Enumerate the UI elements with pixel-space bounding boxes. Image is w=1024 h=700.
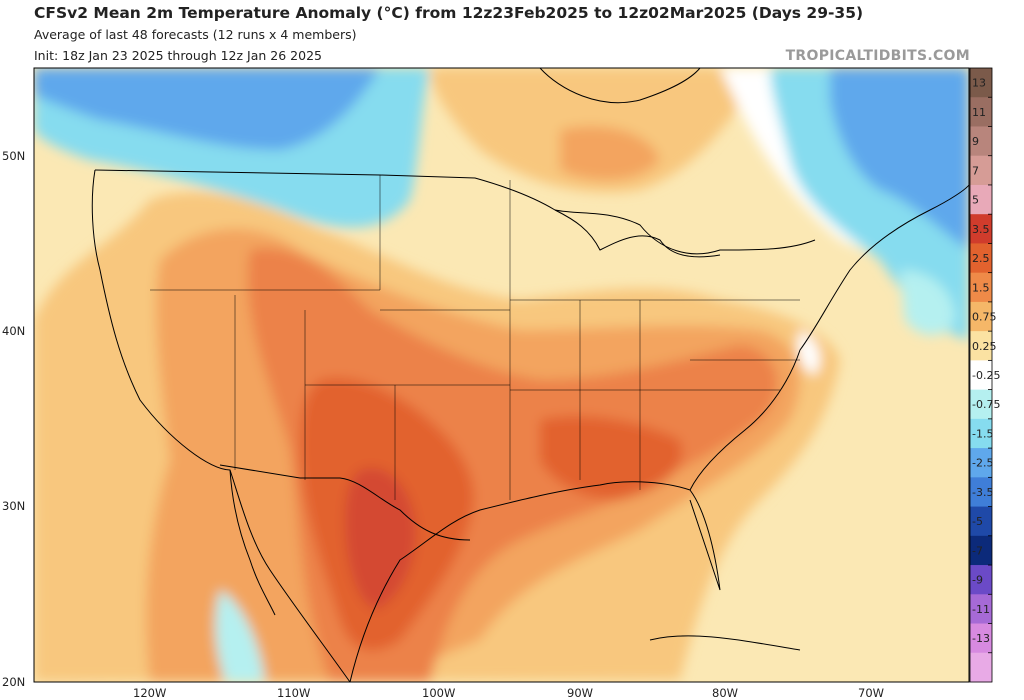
- lat-label-30n: 30N: [2, 499, 25, 513]
- colorbar-label: -3.5: [972, 486, 993, 499]
- map-subtitle-init: Init: 18z Jan 23 2025 through 12z Jan 26…: [34, 48, 322, 63]
- west-coast: [91, 169, 351, 682]
- colorbar-segment: [970, 184, 992, 215]
- field-red: [345, 468, 416, 610]
- colorbar-segment: [970, 389, 992, 420]
- colorbar: 13 11 9 7 5 3.5 2.5 1.5 0.75 0.25 -0.25 -0.75 -1.5 -2…: [969, 67, 1000, 683]
- colorbar-segment: [970, 418, 992, 449]
- colorbar-segment: [970, 506, 992, 537]
- colorbar-label: 13: [972, 77, 986, 90]
- colorbar-segment: [970, 594, 992, 625]
- colorbar-segment: [970, 477, 992, 508]
- lon-label-90w: 90W: [567, 686, 593, 700]
- colorbar-label: 9: [972, 135, 979, 148]
- state-borders: [150, 175, 800, 500]
- colorbar-segment: [970, 155, 992, 186]
- field-red-orange-south: [540, 416, 682, 500]
- colorbar-label: 1.5: [972, 281, 990, 294]
- colorbar-segment: [970, 97, 992, 127]
- map-frame: [33, 67, 970, 683]
- longitude-labels: 120W 110W 100W 90W 80W 70W: [133, 686, 884, 700]
- field-white-midatlantic: [798, 330, 820, 375]
- east-coast: [689, 184, 969, 491]
- field-cold-nw: [34, 68, 380, 150]
- colorbar-label: 0.25: [972, 340, 997, 353]
- anomaly-field: [34, 68, 969, 682]
- colorbar-label: -1.5: [972, 427, 993, 440]
- colorbar-segment: [970, 272, 992, 303]
- colorbar-label: 5: [972, 194, 979, 207]
- colorbar-segment: [970, 126, 992, 157]
- lon-label-80w: 80W: [712, 686, 738, 700]
- lat-label-40n: 40N: [2, 324, 25, 338]
- cuba: [649, 635, 801, 651]
- colorbar-segment: [970, 243, 992, 274]
- colorbar-label: -7: [972, 544, 983, 557]
- lat-label-50n: 50N: [2, 149, 25, 163]
- hudson-area: [539, 68, 701, 104]
- colorbar-label: -9: [972, 574, 983, 587]
- map-title: CFSv2 Mean 2m Temperature Anomaly (°C) f…: [34, 4, 864, 22]
- colorbar-label: -11: [972, 603, 990, 616]
- brand-watermark: TROPICALTIDBITS.COM: [785, 48, 970, 64]
- colorbar-label: -2.5: [972, 457, 993, 470]
- colorbar-segment: [970, 301, 992, 332]
- colorbar-label: -0.75: [972, 398, 1000, 411]
- map-subtitle-averaging: Average of last 48 forecasts (12 runs x …: [34, 27, 357, 42]
- baja: [229, 469, 276, 616]
- coastlines: [91, 68, 969, 682]
- lon-label-110w: 110W: [277, 686, 310, 700]
- great-lakes: [554, 209, 721, 258]
- lon-label-120w: 120W: [133, 686, 166, 700]
- field-cool-atlantic: [900, 270, 955, 335]
- field-cold-ne: [830, 68, 969, 250]
- colorbar-label: 11: [972, 106, 986, 119]
- colorbar-segment: [970, 535, 992, 566]
- colorbar-segment: [970, 565, 992, 595]
- colorbar-label: 2.5: [972, 252, 990, 265]
- colorbar-label: 7: [972, 164, 979, 177]
- us-canada-border: [94, 169, 816, 255]
- colorbar-label: -13: [972, 632, 990, 645]
- colorbar-label: -5: [972, 515, 983, 528]
- gulf-coast: [349, 481, 721, 682]
- field-cool-pacific-south: [215, 590, 265, 682]
- state-line-1: [150, 175, 381, 291]
- us-mexico-border: [219, 464, 471, 541]
- colorbar-label: 0.75: [972, 311, 997, 324]
- colorbar-label: -0.25: [972, 369, 1000, 382]
- lat-label-20n: 20N: [2, 675, 25, 689]
- lon-label-70w: 70W: [858, 686, 884, 700]
- colorbar-segment: [970, 331, 992, 361]
- colorbar-segment: [970, 623, 992, 654]
- colorbar-segment: [970, 360, 992, 391]
- colorbar-segment: [970, 214, 992, 244]
- lon-label-100w: 100W: [422, 686, 455, 700]
- latitude-labels: 50N 40N 30N 20N: [2, 149, 25, 689]
- colorbar-label: 3.5: [972, 223, 990, 236]
- colorbar-segment: [970, 68, 992, 98]
- colorbar-segment: [970, 448, 992, 478]
- colorbar-frame: [969, 67, 993, 683]
- field-canada-darker: [560, 126, 660, 181]
- colorbar-segment: [970, 652, 992, 683]
